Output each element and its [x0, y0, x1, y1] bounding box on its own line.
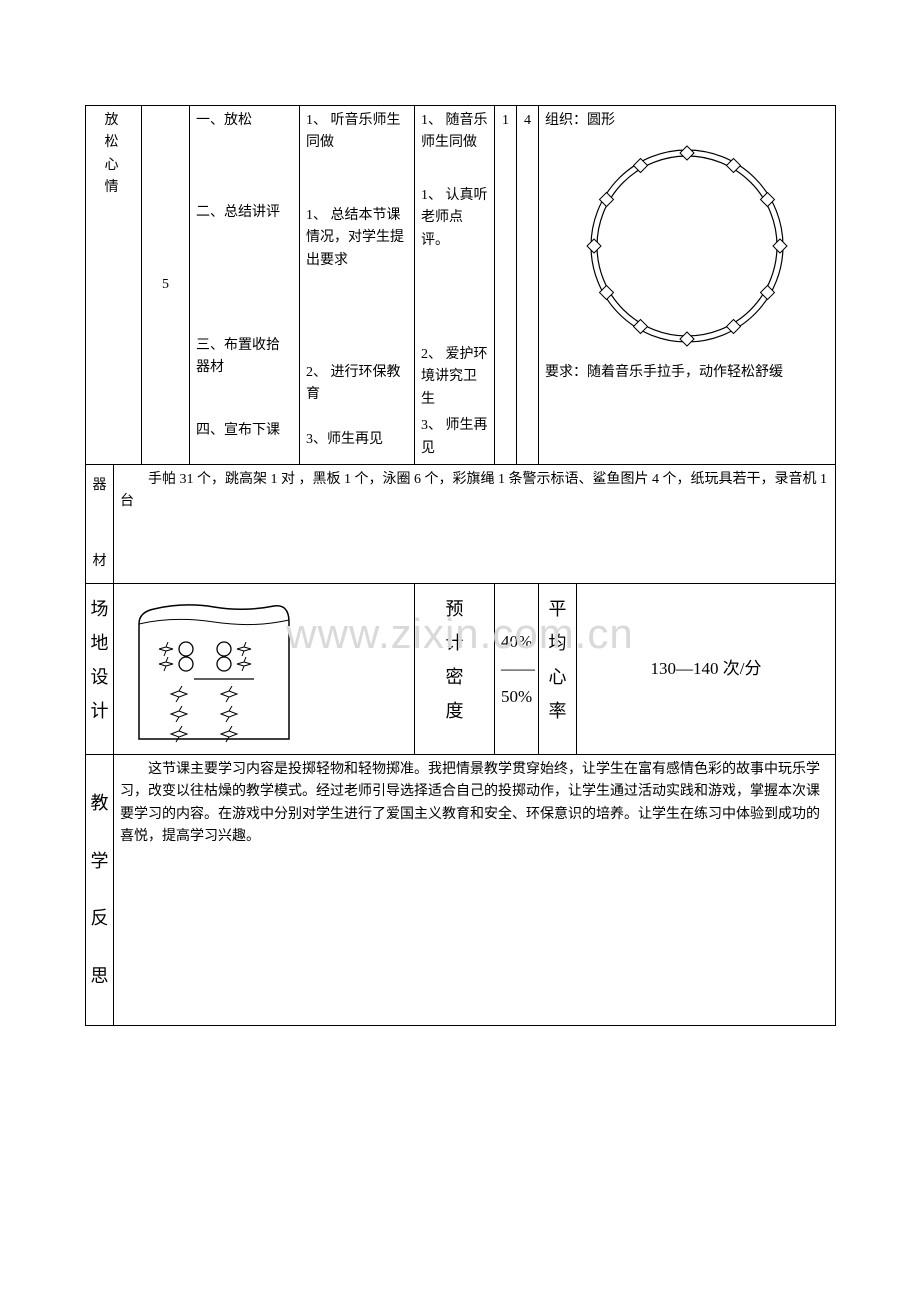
heartrate-label-cell: 平 均 心 率: [539, 583, 577, 754]
phase-char-4: 情: [92, 177, 135, 199]
reflection-row: 教 学 反 思 这节课主要学习内容是投掷轻物和轻物掷准。我把情景教学贯穿始终，让…: [86, 754, 836, 1025]
refl-char-4: 思: [91, 966, 109, 986]
equip-char-1: 器: [92, 475, 107, 497]
hr-char-1: 平: [549, 599, 567, 619]
venue-char-3: 设: [91, 667, 109, 687]
phase-char-1: 放: [92, 110, 135, 132]
student-cell: 1、 随音乐师生同做 1、 认真听老师点评。 2、 爱护环境讲究卫生 3、 师生…: [415, 106, 495, 465]
equipment-text: 手帕 31 个，跳高架 1 对 ，黑板 1 个，泳圈 6 个，彩旗绳 1 条警示…: [120, 469, 829, 514]
teacher-item: 1、 听音乐师生同做: [306, 110, 408, 155]
student-item: 1、 随音乐师生同做: [421, 110, 488, 155]
teacher-cell: 1、 听音乐师生同做 1、 总结本节课情况，对学生提出要求 2、 进行环保教育 …: [300, 106, 415, 465]
count1-cell: 1: [495, 106, 517, 465]
density-char-4: 度: [446, 701, 464, 721]
activity-item: 一、放松: [196, 110, 293, 132]
reflection-text-cell: 这节课主要学习内容是投掷轻物和轻物掷准。我把情景教学贯穿始终，让学生在富有感情色…: [114, 754, 836, 1025]
teacher-item: 1、 总结本节课情况，对学生提出要求: [306, 205, 408, 272]
document-page: 放 松 心 情 5 一、放松 二、总结讲评 三、布置收拾器材 四、宣布下课 1、…: [0, 0, 920, 1136]
duration-cell: 5: [142, 106, 190, 465]
refl-char-2: 学: [91, 851, 109, 871]
density-label-cell: 预 计 密 度: [415, 583, 495, 754]
count2-cell: 4: [517, 106, 539, 465]
density-value-cell: 40%——50%: [495, 583, 539, 754]
organization-cell: 组织：圆形: [539, 106, 836, 465]
density-char-1: 预: [446, 599, 464, 619]
teacher-item: 2、 进行环保教育: [306, 362, 408, 407]
venue-label-cell: 场 地 设 计: [86, 583, 114, 754]
activity-item: 二、总结讲评: [196, 202, 293, 224]
phase-label-cell: 放 松 心 情: [86, 106, 142, 465]
teacher-item: 3、师生再见: [306, 429, 408, 451]
student-item: 2、 爱护环境讲究卫生: [421, 344, 488, 411]
density-char-2: 计: [446, 633, 464, 653]
venue-row: 场 地 设 计: [86, 583, 836, 754]
equipment-text-cell: 手帕 31 个，跳高架 1 对 ，黑板 1 个，泳圈 6 个，彩旗绳 1 条警示…: [114, 464, 836, 583]
equipment-label-cell: 器 材: [86, 464, 114, 583]
equipment-row: 器 材 手帕 31 个，跳高架 1 对 ，黑板 1 个，泳圈 6 个，彩旗绳 1…: [86, 464, 836, 583]
density-char-3: 密: [446, 667, 464, 687]
activity-item: 三、布置收拾器材: [196, 335, 293, 380]
lesson-plan-table: 放 松 心 情 5 一、放松 二、总结讲评 三、布置收拾器材 四、宣布下课 1、…: [85, 105, 836, 1026]
refl-char-1: 教: [91, 793, 109, 813]
phase-char-3: 心: [92, 155, 135, 177]
student-item: 3、 师生再见: [421, 415, 488, 460]
hr-char-4: 率: [549, 701, 567, 721]
venue-char-4: 计: [91, 701, 109, 721]
hr-char-3: 心: [549, 667, 567, 687]
hr-char-2: 均: [549, 633, 567, 653]
phase-char-2: 松: [92, 132, 135, 154]
phase-row: 放 松 心 情 5 一、放松 二、总结讲评 三、布置收拾器材 四、宣布下课 1、…: [86, 106, 836, 465]
circle-formation-diagram: [572, 136, 802, 356]
student-item: 1、 认真听老师点评。: [421, 185, 488, 252]
heartrate-value-cell: 130—140 次/分: [577, 583, 836, 754]
activity-item: 四、宣布下课: [196, 420, 293, 442]
requirement-label: 要求：随着音乐手拉手，动作轻松舒缓: [545, 362, 829, 384]
venue-char-2: 地: [91, 633, 109, 653]
activity-cell: 一、放松 二、总结讲评 三、布置收拾器材 四、宣布下课: [190, 106, 300, 465]
reflection-text: 这节课主要学习内容是投掷轻物和轻物掷准。我把情景教学贯穿始终，让学生在富有感情色…: [120, 759, 829, 849]
venue-diagram-cell: [114, 583, 415, 754]
venue-layout-diagram: [124, 594, 304, 744]
organization-label: 组织：圆形: [545, 110, 829, 132]
equip-char-2: 材: [92, 551, 107, 573]
refl-char-3: 反: [91, 908, 109, 928]
venue-char-1: 场: [91, 599, 109, 619]
reflection-label-cell: 教 学 反 思: [86, 754, 114, 1025]
